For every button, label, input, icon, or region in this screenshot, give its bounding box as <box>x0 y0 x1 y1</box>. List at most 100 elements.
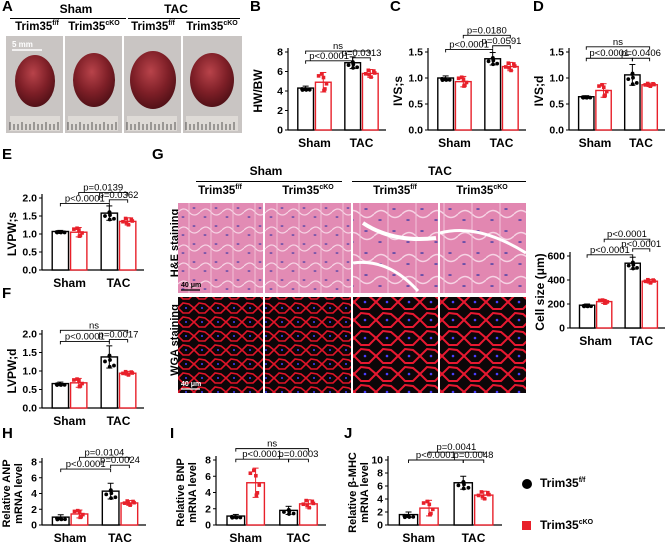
legend: Trim35f/f Trim35cKO <box>522 476 669 546</box>
y-tick-label: 2.0 <box>22 329 37 341</box>
data-point <box>634 81 639 85</box>
panel-a-photo-3 <box>124 36 181 133</box>
data-point <box>79 514 83 519</box>
significance-bracket <box>305 60 354 64</box>
panel-g-group-line-tac <box>352 181 526 182</box>
y-tick-label: 0.0 <box>22 265 37 277</box>
data-point <box>646 279 651 284</box>
data-point <box>372 69 376 73</box>
bar <box>118 220 137 271</box>
data-point <box>75 508 80 513</box>
data-point <box>507 66 511 70</box>
data-point <box>411 515 416 519</box>
y-tick-label: 1.0 <box>549 73 564 85</box>
data-point <box>580 95 585 100</box>
panel-a-genotype-1: Trim35f/f <box>15 20 59 33</box>
data-point <box>103 214 107 218</box>
y-axis-label: IVS;s <box>391 76 405 106</box>
data-point <box>630 82 635 86</box>
data-point <box>282 510 286 514</box>
chart-ivs-s: IVS;s 0.0 0.5 1.0 1.5 Sham TAC p=0.0180p=0.0591… <box>391 25 526 150</box>
he-image-2 <box>265 203 351 293</box>
legend-ff-marker <box>522 479 532 489</box>
data-point <box>604 89 609 94</box>
y-tick-label: 6 <box>277 66 283 78</box>
y-tick-label: 2 <box>31 504 37 516</box>
data-point <box>631 266 635 271</box>
bar <box>484 58 502 131</box>
data-point <box>125 499 130 503</box>
data-point <box>456 76 461 81</box>
data-point <box>486 59 491 64</box>
panel-a-ruler <box>9 122 235 130</box>
data-point <box>367 72 371 77</box>
significance-label: p=0.0591 <box>482 36 522 47</box>
significance-bracket <box>462 34 511 39</box>
y-tick-label: 0.0 <box>408 125 423 137</box>
data-point <box>107 210 112 215</box>
data-point <box>369 75 373 79</box>
data-point <box>80 381 84 386</box>
data-point <box>626 77 631 82</box>
data-point <box>402 513 407 518</box>
x-category-label: TAC <box>350 136 374 150</box>
data-point <box>480 494 485 499</box>
data-point <box>601 85 606 90</box>
panel-g-genotype-1: Trim35f/f <box>198 184 242 197</box>
data-point <box>233 515 237 519</box>
data-point <box>54 382 59 387</box>
significance-label: p=0.0003 <box>279 449 319 460</box>
significance-label: p=0.0048 <box>454 450 494 461</box>
significance-label: p<0.0001 <box>65 193 105 204</box>
data-point <box>431 507 435 512</box>
data-point <box>461 77 466 81</box>
data-point <box>648 84 653 89</box>
y-tick-label: 1.0 <box>22 366 37 378</box>
y-tick-label: 8 <box>277 47 283 59</box>
data-point <box>646 277 650 282</box>
data-point <box>103 359 107 364</box>
y-tick-label: 2 <box>205 503 211 515</box>
significance-bracket <box>445 48 494 53</box>
data-point <box>307 87 312 92</box>
panel-g-genotype-2: Trim35cKO <box>282 184 334 197</box>
x-category-label: TAC <box>108 531 132 545</box>
data-point <box>482 496 487 501</box>
y-tick-label: 200 <box>547 299 565 311</box>
data-point <box>124 220 129 225</box>
data-point <box>461 486 466 491</box>
x-category-label: TAC <box>287 531 311 545</box>
data-point <box>588 95 593 100</box>
y-tick-label: 400 <box>547 275 565 287</box>
bar <box>641 280 659 329</box>
panel-a-scale-label: 5 mm <box>12 40 33 49</box>
x-category-label: Sham <box>298 136 331 150</box>
y-tick-label: 1.5 <box>22 347 37 359</box>
data-point <box>631 75 635 80</box>
data-point <box>286 508 291 512</box>
data-point <box>597 84 601 88</box>
data-point <box>123 216 128 221</box>
data-point <box>62 382 67 387</box>
data-point <box>121 371 125 376</box>
significance-bracket <box>632 248 651 252</box>
bar <box>100 212 119 271</box>
data-point <box>55 516 59 521</box>
x-category-label: TAC <box>462 531 486 545</box>
x-category-label: Sham <box>229 531 262 545</box>
data-point <box>72 509 77 514</box>
panel-a-group-sham: Sham <box>59 2 93 16</box>
legend-cko-marker <box>522 521 531 530</box>
y-tick-label: 0 <box>377 520 383 532</box>
bar <box>454 80 472 131</box>
y-axis-label: Relative BNPmRNA level <box>175 458 199 526</box>
panel-label-j: J <box>344 425 353 442</box>
significance-bracket <box>59 202 110 207</box>
significance-bracket <box>78 192 129 196</box>
data-point <box>72 227 76 231</box>
y-tick-label: 1.5 <box>22 211 37 223</box>
y-tick-label: 0.5 <box>408 99 423 111</box>
panel-label-c: C <box>390 0 401 15</box>
y-axis-label: HW/BW <box>251 69 265 113</box>
